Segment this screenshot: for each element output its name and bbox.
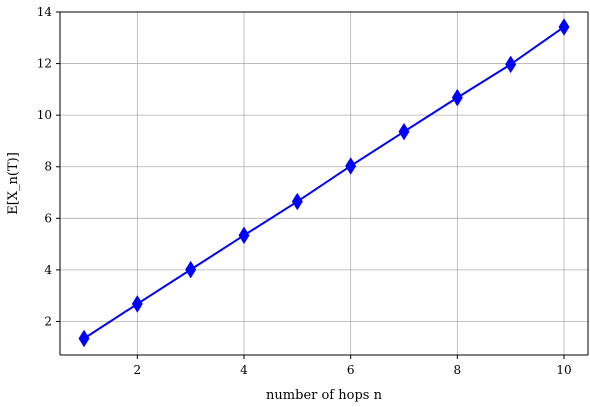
y-tick-label: 14 (37, 5, 53, 19)
x-tick-label: 4 (240, 363, 248, 377)
y-tick-label: 2 (44, 314, 52, 328)
data-point (558, 18, 570, 36)
data-point (291, 192, 303, 211)
y-tick-label: 8 (44, 160, 52, 174)
x-tick-label: 6 (347, 363, 355, 377)
series-line (83, 26, 565, 340)
data-point (185, 260, 197, 279)
plot-frame (59, 11, 589, 356)
y-axis-label: E[X_n(T)] (6, 152, 21, 215)
data-point (451, 88, 463, 107)
x-tick-label: 10 (556, 363, 571, 377)
data-point (78, 329, 90, 348)
series-layer (78, 18, 570, 348)
data-point (398, 122, 410, 141)
data-point (505, 55, 517, 74)
x-axis-label: number of hops n (266, 388, 383, 403)
x-tick-label: 8 (454, 363, 462, 377)
y-tick-label: 10 (37, 108, 52, 122)
data-point (238, 226, 250, 245)
y-tick-label: 4 (44, 263, 52, 277)
ticks: 2 4 6 8 10 2 4 6 8 10 12 14 (37, 5, 572, 377)
y-tick-label: 6 (44, 211, 52, 225)
data-point (345, 157, 357, 175)
x-tick-label: 2 (134, 363, 142, 377)
data-point (131, 295, 143, 313)
y-tick-label: 12 (37, 57, 52, 71)
